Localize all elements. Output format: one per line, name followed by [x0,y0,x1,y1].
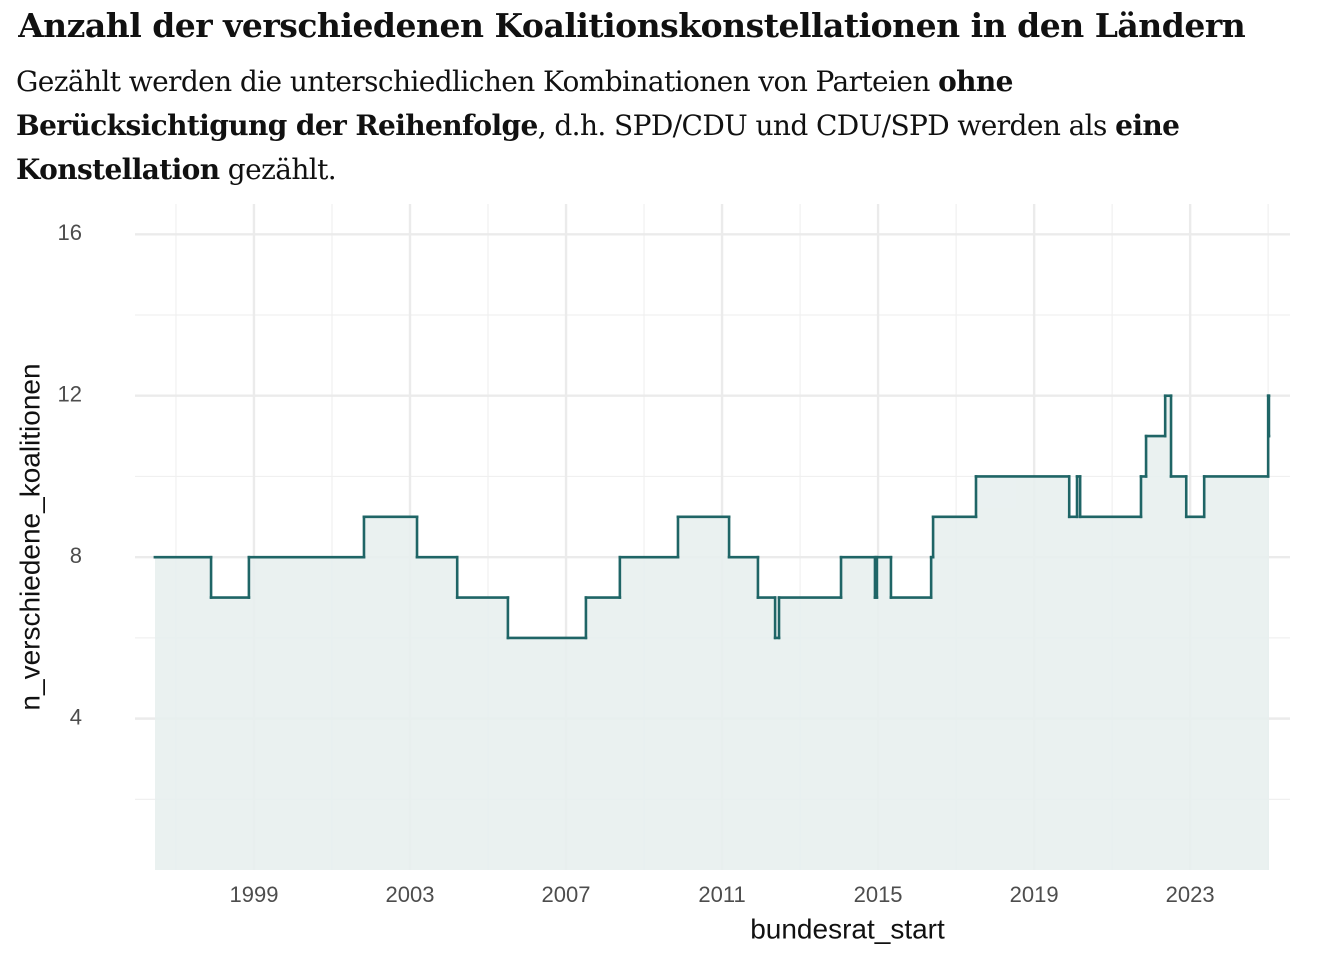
area-step [211,597,249,870]
x-tick-label: 2003 [386,882,435,907]
x-tick-label: 2007 [542,882,591,907]
subtitle-segment: Berücksichtigung der Reihenfolge [16,109,538,142]
subtitle-segment: ohne [938,65,1013,98]
chart-title: Anzahl der verschiedenen Koalitionskonst… [18,6,1246,45]
area-step [775,637,780,870]
subtitle-segment: gezählt. [219,153,337,186]
area-step [1171,476,1187,870]
area-step [1165,395,1172,870]
area-step [1140,476,1147,870]
subtitle-segment: eine [1115,109,1180,142]
area-step [890,597,932,870]
x-tick-label: 2019 [1010,882,1059,907]
subtitle-segment: Gezählt werden die unterschiedlichen Kom… [16,65,939,98]
area-step [585,597,620,870]
y-axis-title: n_verschiedene_koalitionen [14,363,45,710]
area-step [619,557,678,870]
area-step [1186,516,1205,870]
x-tick-label: 2015 [854,882,903,907]
area-step [154,557,212,870]
area [154,395,1269,870]
x-tick-label: 2011 [698,882,745,907]
y-tick-label: 12 [58,382,82,407]
step-line [153,394,1271,640]
area-step [757,597,776,870]
x-tick-label: 2023 [1166,882,1215,907]
area-step [729,557,758,870]
area-step [363,516,418,870]
area-step [1146,436,1166,870]
area-step [975,476,1070,870]
subtitle-segment: Konstellation [16,153,220,186]
area-step [779,597,842,870]
area-step [874,597,877,870]
area-step [1204,476,1269,870]
area-step [417,557,458,870]
area-step [876,557,891,870]
chart-subtitle: Gezählt werden die unterschiedlichen Kom… [16,60,1336,192]
subtitle-line: Gezählt werden die unterschiedlichen Kom… [16,60,1336,104]
y-tick-label: 4 [70,704,82,729]
area-step [933,516,976,870]
area-step [248,557,364,870]
area-step [677,516,730,870]
x-axis-title: bundesrat_start [750,913,945,944]
area-step [1077,476,1081,870]
area-step [1268,395,1269,870]
y-tick-label: 16 [58,220,82,245]
subtitle-line: Konstellation gezählt. [16,148,1336,192]
x-tick-label: 1999 [229,882,278,907]
area-step [931,557,934,870]
area-step [841,557,875,870]
subtitle-segment: , d.h. SPD/CDU und CDU/SPD werden als [537,109,1116,142]
area-step [457,597,508,870]
subtitle-line: Berücksichtigung der Reihenfolge, d.h. S… [16,104,1336,148]
area-step [507,637,586,870]
y-tick-label: 8 [70,543,82,568]
area-step [1080,516,1141,870]
area-step [1069,516,1078,870]
